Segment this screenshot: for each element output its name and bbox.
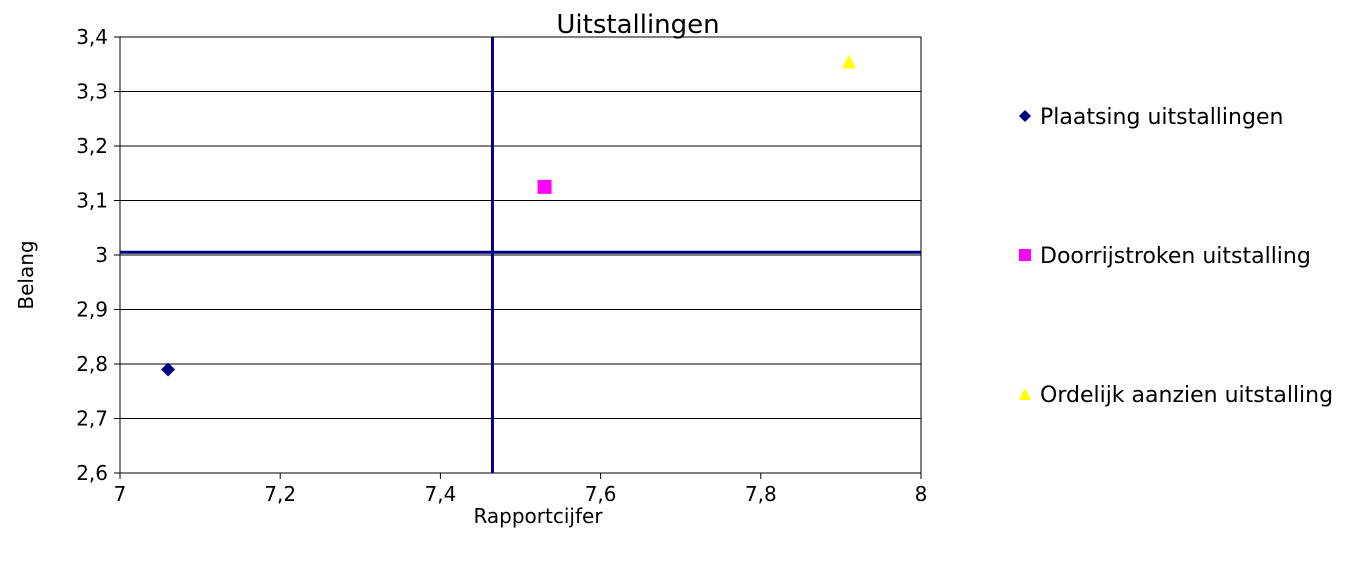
x-tick-label: 7,8 — [745, 482, 777, 506]
y-axis-label: Belang — [14, 240, 38, 309]
legend: Plaatsing uitstallingen Doorrijstroken ui… — [1019, 105, 1333, 408]
legend-label: Doorrijstroken uitstalling — [1040, 244, 1311, 269]
legend-label: Ordelijk aanzien uitstalling — [1040, 383, 1333, 408]
grid-lines — [120, 36, 921, 474]
data-points — [161, 54, 856, 377]
x-tick-label: 7,4 — [424, 482, 456, 506]
chart-title: Uitstallingen — [556, 10, 719, 40]
x-tick-label: 7,6 — [585, 482, 617, 506]
legend-label: Plaatsing uitstallingen — [1040, 105, 1283, 130]
y-axis-ticks: 2,6 2,7 2,8 2,9 3 3,1 3,2 3,3 3,4 — [76, 25, 120, 485]
y-tick-label: 3,3 — [76, 80, 108, 104]
y-tick-label: 3 — [95, 243, 108, 267]
x-tick-label: 7 — [114, 482, 127, 506]
y-tick-label: 2,6 — [76, 461, 108, 485]
data-point-diamond — [161, 362, 176, 377]
legend-marker-triangle — [1019, 388, 1031, 400]
x-tick-label: 7,2 — [264, 482, 296, 506]
y-tick-label: 2,9 — [76, 298, 108, 322]
y-tick-label: 3,2 — [76, 134, 108, 158]
data-point-triangle — [841, 54, 856, 69]
x-axis-label: Rapportcijfer — [473, 504, 603, 528]
legend-marker-diamond — [1019, 110, 1031, 122]
x-axis-ticks: 7 7,2 7,4 7,6 7,8 8 — [114, 473, 928, 506]
legend-marker-square — [1019, 249, 1031, 261]
y-tick-label: 3,4 — [76, 25, 108, 49]
y-tick-label: 2,7 — [76, 407, 108, 431]
y-tick-label: 2,8 — [76, 352, 108, 376]
reference-lines — [120, 37, 921, 473]
y-tick-label: 3,1 — [76, 189, 108, 213]
data-point-square — [537, 179, 552, 194]
x-tick-label: 8 — [915, 482, 928, 506]
